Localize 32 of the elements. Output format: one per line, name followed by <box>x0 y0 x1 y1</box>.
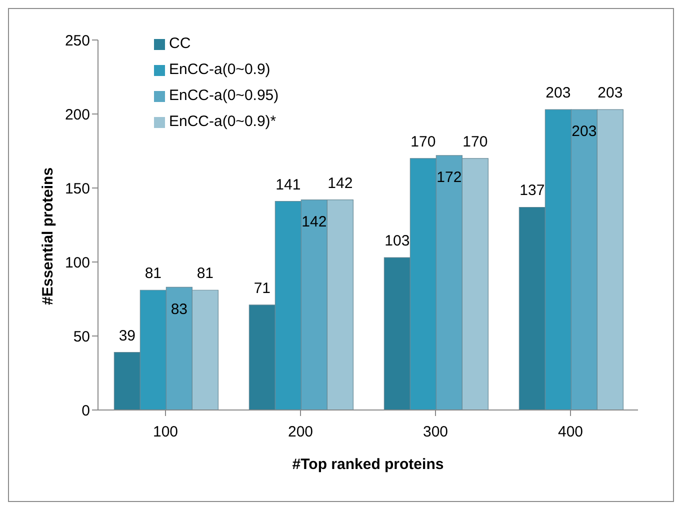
data-label: 170 <box>462 133 488 150</box>
y-tick-label: 200 <box>64 106 90 124</box>
data-label: 81 <box>196 265 214 282</box>
data-label: 203 <box>546 84 571 102</box>
legend-label: CC <box>169 34 191 54</box>
x-tick-label: 100 <box>152 424 178 441</box>
data-label: 71 <box>254 280 271 297</box>
data-label: 170 <box>410 133 436 150</box>
legend-label: EnCC-a(0~0.9) <box>169 60 270 80</box>
x-axis-title: #Top ranked proteins <box>292 456 444 473</box>
data-label: 81 <box>144 265 162 282</box>
legend-label: EnCC-a(0~0.95) <box>169 86 279 106</box>
data-label: 103 <box>384 232 410 250</box>
y-tick-label: 0 <box>82 402 90 420</box>
legend-label: EnCC-a(0~0.9)* <box>169 112 276 132</box>
data-label: 141 <box>276 176 301 194</box>
data-label: 142 <box>328 174 353 192</box>
data-label: 203 <box>572 123 597 140</box>
y-tick-label: 250 <box>64 32 90 50</box>
data-label: 203 <box>598 84 623 102</box>
y-axis-title: #Essential proteins <box>39 167 56 305</box>
x-tick-label: 300 <box>422 424 448 441</box>
data-label: 142 <box>302 213 327 230</box>
data-label: 83 <box>170 300 188 318</box>
data-label: 172 <box>436 169 462 186</box>
y-tick-label: 50 <box>73 328 90 346</box>
x-tick-label: 400 <box>558 424 584 441</box>
x-tick-label: 200 <box>288 424 314 441</box>
data-label: 39 <box>118 327 136 344</box>
y-tick-label: 150 <box>64 180 90 198</box>
y-tick-label: 100 <box>64 254 90 272</box>
data-label: 137 <box>520 182 545 200</box>
